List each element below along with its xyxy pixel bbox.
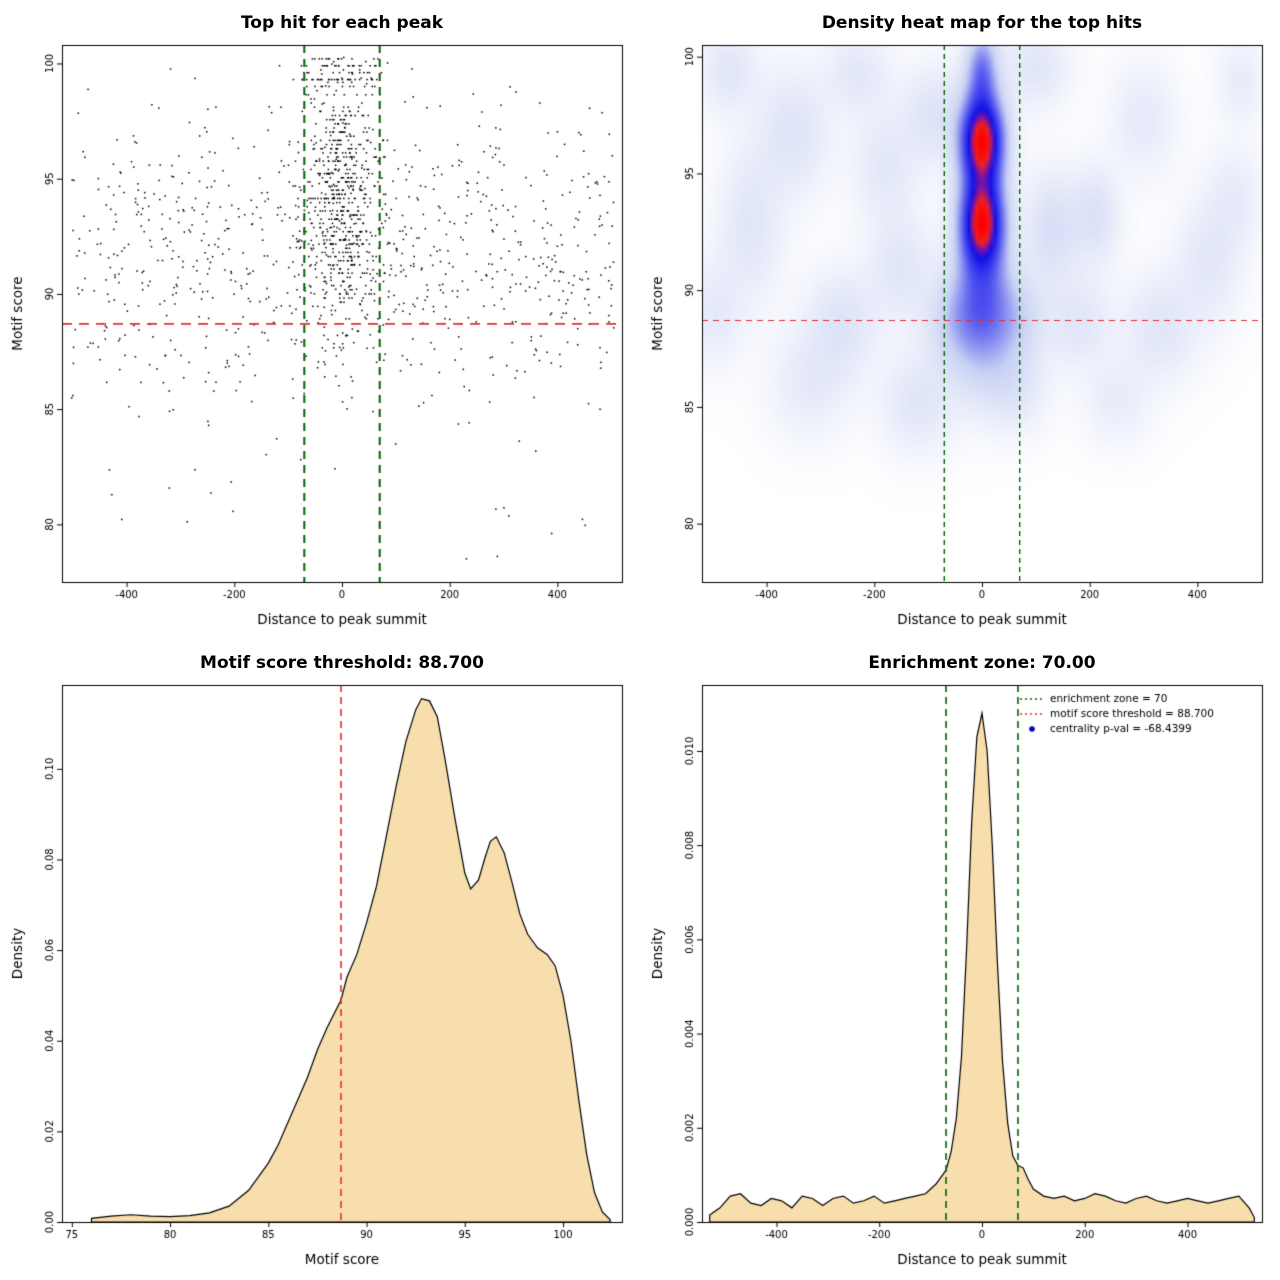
score-density-canvas bbox=[0, 640, 640, 1280]
heatmap-canvas bbox=[640, 0, 1280, 640]
panel-top-hit-scatter: Top hit for each peak bbox=[0, 0, 640, 640]
panel-enrichment-zone-density: Enrichment zone: 70.00 bbox=[640, 640, 1280, 1280]
panel-density-heatmap: Density heat map for the top hits bbox=[640, 0, 1280, 640]
panel-motif-score-density: Motif score threshold: 88.700 bbox=[0, 640, 640, 1280]
distance-density-canvas bbox=[640, 640, 1280, 1280]
scatter-plot-canvas bbox=[0, 0, 640, 640]
